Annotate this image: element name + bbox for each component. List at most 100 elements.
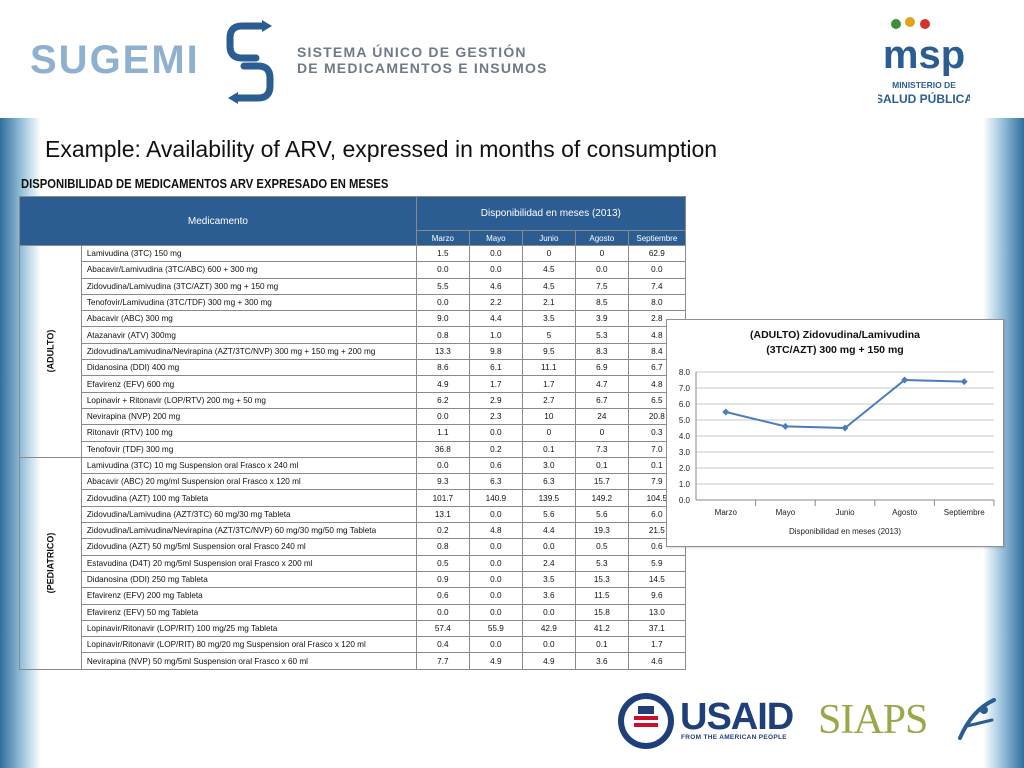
footer-logos (618, 693, 996, 749)
medicine-name-cell: Tenofovir/Lamivudina (3TC/TDF) 300 mg + … (80, 293, 417, 312)
availability-value-cell: 8.0 (627, 293, 686, 312)
table-row: Zidovudina/Lamivudina (3TC/AZT) 300 mg +… (20, 277, 686, 295)
availability-value-cell: 7.3 (574, 440, 629, 458)
x-tick-label: Junio (835, 508, 855, 517)
availability-value-cell: 6.3 (521, 473, 576, 491)
availability-value-cell: 0.0 (415, 407, 470, 426)
availability-value-cell: 15.3 (574, 570, 629, 589)
availability-value-cell: 5.3 (574, 326, 629, 344)
availability-value-cell: 0.0 (415, 293, 470, 312)
availability-value-cell: 4.9 (415, 375, 470, 393)
availability-value-cell: 0 (574, 244, 629, 263)
availability-value-cell: 62.9 (627, 244, 686, 263)
medicine-name-cell: Efavirenz (EFV) 600 mg (80, 375, 417, 393)
availability-value-cell: 0.0 (415, 603, 470, 621)
y-tick-label: 6.0 (679, 400, 691, 409)
table-row: Zidovudina (AZT) 100 mg Tableta 101.7 140.… (20, 489, 686, 507)
availability-value-cell: 0.0 (468, 505, 523, 524)
group-label-cell: (ADULTO) (19, 245, 82, 458)
availability-value-cell: 0.0 (468, 554, 523, 572)
medicine-name-cell: Lamivudina (3TC) 150 mg (80, 244, 417, 263)
availability-value-cell: 11.1 (521, 359, 576, 377)
medicine-name-cell: Nevirapina (NVP) 200 mg (80, 407, 417, 426)
table-row: (PEDIATRICO) Lamivudina (3TC) 10 mg Suspe… (19, 456, 686, 670)
y-tick-label: 5.0 (679, 416, 691, 425)
availability-value-cell: 2.4 (521, 554, 576, 572)
availability-value-cell: 37.1 (627, 619, 686, 638)
y-tick-label: 3.0 (679, 448, 691, 457)
availability-value-cell: 0.2 (415, 522, 470, 540)
medicine-name-cell: Ritonavir (RTV) 100 mg (80, 424, 417, 442)
availability-value-cell: 0.1 (574, 636, 629, 654)
medicine-name-cell: Tenofovir (TDF) 300 mg (80, 440, 417, 458)
availability-value-cell: 42.9 (521, 619, 576, 638)
table-row: Tenofovir (TDF) 300 mg 36.8 0.2 0.1 7.3 7.0 (20, 440, 686, 458)
availability-value-cell: 4.9 (468, 652, 523, 670)
availability-value-cell: 11.5 (574, 587, 629, 605)
slide-title: Example: Availability of ARV, expressed … (45, 136, 718, 162)
arv-table-body: (ADULTO) Lamivudina (3TC) 150 mg 1.5 0.0 0 0 6… (19, 244, 686, 670)
availability-value-cell: 3.9 (574, 310, 629, 328)
medicine-name-cell: Zidovudina (AZT) 100 mg Tableta (80, 489, 417, 507)
availability-value-cell: 2.2 (468, 293, 523, 312)
data-point (901, 376, 909, 384)
group-label: (PEDIATRICO) (45, 532, 56, 594)
arv-availability-table: Medicamento Disponibilidad en meses (201… (19, 196, 686, 670)
availability-value-cell: 14.5 (627, 570, 686, 589)
month-header: Septiembre (627, 230, 686, 246)
sugemi-tagline-line1: SISTEMA ÚNICO DE GESTIÓN (297, 44, 527, 60)
availability-value-cell: 0.0 (521, 603, 576, 621)
availability-value-cell: 6.7 (574, 391, 629, 409)
medicine-name-cell: Zidovudina/Lamivudina (AZT/3TC) 60 mg/30… (80, 505, 417, 524)
x-tick-label: Mayo (776, 508, 796, 517)
medicine-name-cell: Lamivudina (3TC) 10 mg Suspension oral F… (80, 456, 417, 475)
group-label: (ADULTO) (45, 330, 56, 373)
availability-value-cell: 6.3 (468, 473, 523, 491)
medicine-name-cell: Efavirenz (EFV) 50 mg Tableta (80, 603, 417, 621)
availability-value-cell: 5.6 (521, 505, 576, 524)
table-row: Didanosina (DDI) 250 mg Tableta 0.9 0.0 3.5… (20, 570, 686, 589)
availability-value-cell: 4.6 (627, 652, 686, 670)
availability-value-cell: 0.0 (468, 603, 523, 621)
msp-logo-text: msp (883, 33, 965, 77)
availability-value-cell: 0.0 (468, 261, 523, 279)
medicine-name-cell: Zidovudina/Lamivudina/Nevirapina (AZT/3T… (80, 522, 417, 540)
availability-value-cell: 0.1 (521, 440, 576, 458)
col-header-disponibilidad: Disponibilidad en meses (2013) (415, 196, 686, 231)
availability-value-cell: 4.5 (521, 261, 576, 279)
availability-value-cell: 3.6 (574, 652, 629, 670)
msp-caption-line1: MINISTERIO DE (892, 80, 956, 90)
availability-value-cell: 0.0 (415, 261, 470, 279)
availability-value-cell: 0.0 (521, 636, 576, 654)
medicine-name-cell: Didanosina (DDI) 250 mg Tableta (80, 570, 417, 589)
availability-value-cell: 0.6 (468, 456, 523, 475)
msp-logo-graphic: msp MINISTERIO DE SALUD PÚBLICA (875, 17, 973, 108)
table-heading: DISPONIBILIDAD DE MEDICAMENTOS ARV EXPRE… (21, 177, 389, 191)
availability-value-cell: 4.6 (468, 277, 523, 295)
availability-value-cell: 8.5 (574, 293, 629, 312)
medicine-name-cell: Lopinavir/Ritonavir (LOP/RIT) 100 mg/25 … (80, 619, 417, 638)
table-row: Lopinavir/Ritonavir (LOP/RIT) 80 mg/20 m… (20, 636, 686, 654)
availability-value-cell: 8.3 (574, 342, 629, 361)
availability-value-cell: 0.0 (574, 261, 629, 279)
sugemi-tagline: SISTEMA ÚNICO DE GESTIÓN DE MEDICAMENTOS… (297, 44, 548, 76)
table-row: Nevirapina (NVP) 50 mg/5ml Suspension or… (20, 652, 686, 670)
availability-value-cell: 0.5 (574, 538, 629, 556)
availability-value-cell: 149.2 (574, 489, 629, 507)
availability-value-cell: 1.0 (468, 326, 523, 344)
medicine-name-cell: Zidovudina/Lamivudina/Nevirapina (AZT/3T… (80, 342, 417, 361)
availability-value-cell: 4.8 (468, 522, 523, 540)
availability-value-cell: 15.8 (574, 603, 629, 621)
availability-value-cell: 0.0 (468, 424, 523, 442)
availability-value-cell: 7.4 (627, 277, 686, 295)
availability-value-cell: 1.7 (468, 375, 523, 393)
availability-value-cell: 13.1 (415, 505, 470, 524)
availability-value-cell: 0.8 (415, 326, 470, 344)
availability-value-cell: 0.0 (468, 244, 523, 263)
availability-value-cell: 9.8 (468, 342, 523, 361)
availability-value-cell: 13.0 (627, 603, 686, 621)
table-row: Tenofovir/Lamivudina (3TC/TDF) 300 mg + … (20, 293, 686, 312)
availability-value-cell: 0.0 (468, 570, 523, 589)
data-point (841, 424, 849, 432)
table-row: Abacavir/Lamivudina (3TC/ABC) 600 + 300 … (20, 261, 686, 279)
